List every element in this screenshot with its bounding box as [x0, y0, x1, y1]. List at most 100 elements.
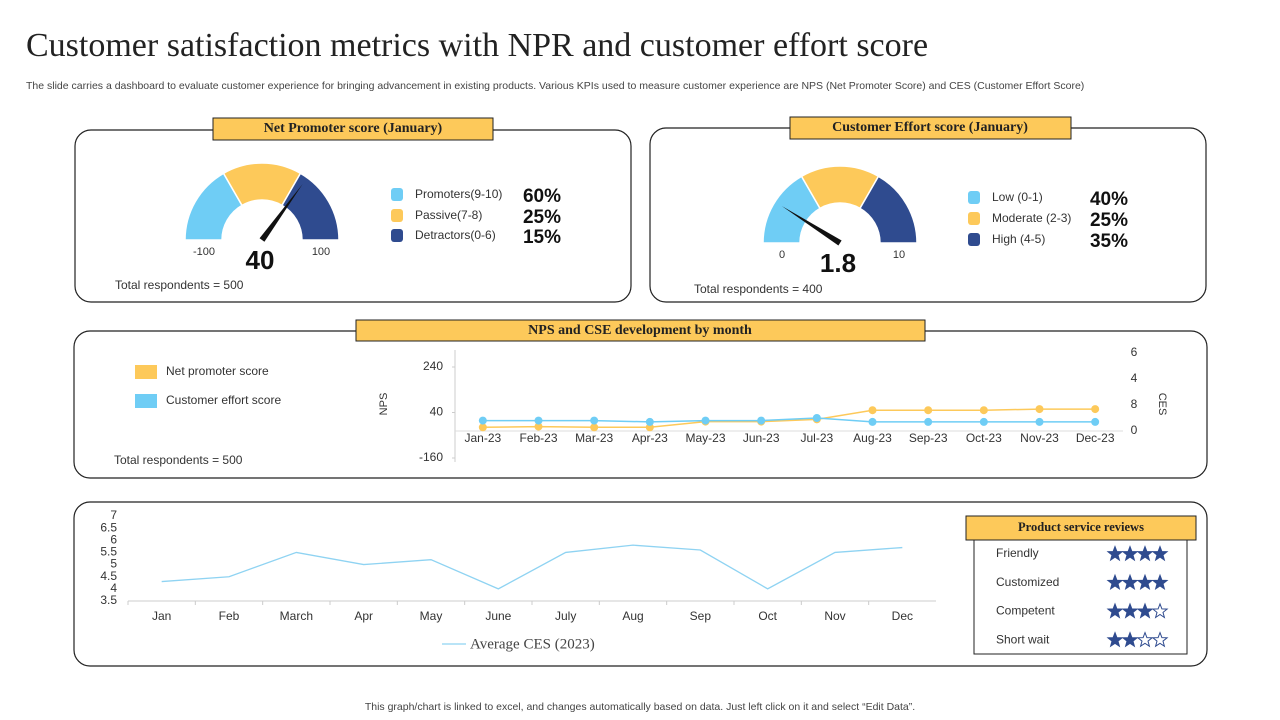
- star: [1151, 545, 1169, 562]
- rating: [1106, 631, 1169, 648]
- panel-title: NPS and CSE development by month: [528, 323, 752, 338]
- reviews-title: Product service reviews: [1018, 520, 1144, 534]
- share-label: 25%: [1090, 210, 1128, 231]
- y-tick-label: 5.5: [100, 545, 117, 559]
- y-tick-label: 3.5: [100, 593, 117, 607]
- panel-title: Net Promoter score (January): [264, 121, 443, 136]
- point: [868, 406, 877, 415]
- x-tick-label: June: [485, 609, 511, 623]
- star: [1136, 573, 1154, 590]
- x-tick-label: Dec-23: [1076, 431, 1115, 445]
- legend-label: Promoters(9-10): [415, 187, 502, 201]
- star: [1121, 602, 1139, 619]
- x-tick-label: Nov-23: [1020, 431, 1059, 445]
- point: [1091, 405, 1100, 414]
- share-label: 35%: [1090, 231, 1128, 252]
- share-label: 15%: [523, 227, 561, 248]
- legend-icon: [391, 229, 403, 242]
- y-tick-label: 5: [110, 557, 117, 571]
- y2-tick-label: 0: [1131, 423, 1138, 437]
- gauge-needle: [781, 206, 842, 246]
- gauge-value: 40: [246, 245, 275, 275]
- x-tick-label: Aug: [622, 609, 643, 623]
- share-label: 60%: [523, 186, 561, 207]
- x-tick-label: Nov: [824, 609, 845, 623]
- star: [1121, 631, 1139, 648]
- rating: [1106, 545, 1169, 562]
- point: [812, 414, 821, 422]
- review-label: Customized: [996, 575, 1059, 589]
- legend-icon: [391, 188, 403, 201]
- x-tick-label: Apr: [354, 609, 373, 623]
- legend-label: Net promoter score: [166, 364, 269, 378]
- panel-header: [355, 319, 926, 342]
- note: Total respondents = 500: [114, 453, 243, 467]
- note: Total respondents = 400: [694, 282, 823, 296]
- y-axis-label: NPS: [378, 393, 390, 416]
- subtitle: The slide carries a dashboard to evaluat…: [26, 80, 1084, 92]
- point: [1035, 405, 1044, 414]
- legend-icon: [968, 212, 980, 225]
- x-tick-label: Feb: [219, 609, 240, 623]
- legend-swatch: [135, 394, 157, 408]
- point: [645, 417, 654, 426]
- star: [1121, 545, 1139, 562]
- review-label: Competent: [996, 604, 1055, 618]
- y-tick-label: -160: [419, 450, 443, 464]
- star: [1121, 573, 1139, 590]
- star: [1106, 545, 1124, 562]
- y-tick-label: 4: [110, 581, 117, 595]
- star: [1151, 631, 1169, 648]
- x-tick-label: Jul-23: [800, 431, 833, 445]
- star: [1151, 573, 1169, 590]
- x-tick-label: May: [420, 609, 443, 623]
- point: [590, 416, 599, 425]
- y2-tick-label: 6: [1131, 345, 1138, 359]
- gauge-arc: [280, 172, 340, 241]
- point: [924, 406, 933, 415]
- star: [1106, 573, 1124, 590]
- point: [1035, 417, 1044, 426]
- panel-header: [965, 515, 1197, 541]
- x-tick-label: Dec: [892, 609, 913, 623]
- star: [1136, 602, 1154, 619]
- point: [1091, 417, 1100, 426]
- note: Total respondents = 500: [115, 278, 244, 292]
- point: [924, 417, 933, 426]
- x-tick-label: Jan-23: [464, 431, 501, 445]
- star: [1151, 602, 1169, 619]
- star: [1106, 602, 1124, 619]
- panel-title: Customer Effort score (January): [832, 120, 1028, 135]
- x-tick-label: July: [555, 609, 576, 623]
- point: [979, 406, 988, 415]
- x-tick-label: Feb-23: [519, 431, 557, 445]
- legend-swatch: [135, 365, 157, 379]
- panel: [73, 501, 1208, 667]
- point: [757, 416, 766, 425]
- legend-icon: [968, 233, 980, 246]
- panel-header: [789, 116, 1072, 140]
- panel-header: [212, 117, 494, 141]
- y-tick-label: 40: [430, 405, 444, 419]
- y-tick-label: 7: [110, 508, 117, 522]
- star: [1106, 631, 1124, 648]
- series-line: [482, 417, 1096, 423]
- x-tick-label: Apr-23: [632, 431, 668, 445]
- rating: [1106, 602, 1169, 619]
- x-tick-label: Oct: [758, 609, 777, 623]
- legend-label: Moderate (2-3): [992, 211, 1071, 225]
- legend-label: Average CES (2023): [470, 636, 595, 652]
- rating: [1106, 573, 1169, 590]
- x-tick-label: May-23: [685, 431, 725, 445]
- gauge-arc: [858, 175, 918, 244]
- footer: This graph/chart is linked to excel, and…: [365, 701, 915, 713]
- y2-tick-label: 8: [1131, 397, 1138, 411]
- point: [534, 422, 543, 431]
- legend-icon: [968, 191, 980, 204]
- x-tick-label: Mar-23: [575, 431, 613, 445]
- y-tick-label: 6: [110, 532, 117, 546]
- star: [1136, 545, 1154, 562]
- y-tick-label: 6.5: [100, 520, 117, 534]
- series-line: [161, 544, 903, 590]
